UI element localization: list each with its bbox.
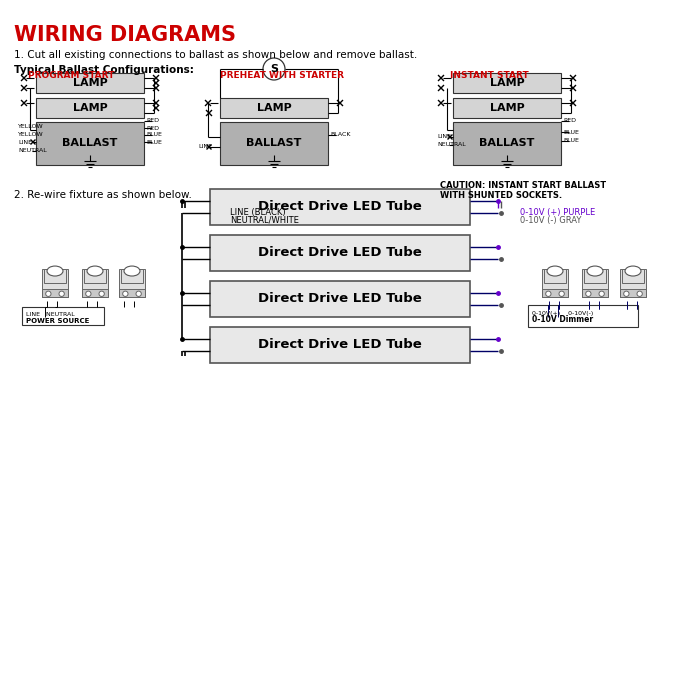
Bar [582, 269, 608, 297]
Bar [220, 122, 328, 165]
Text: LAMP: LAMP [73, 78, 107, 88]
Bar [453, 73, 561, 93]
Text: NEUTRAL: NEUTRAL [18, 148, 47, 153]
Text: BLUE: BLUE [563, 130, 579, 134]
Bar [42, 289, 69, 297]
Bar [36, 73, 144, 93]
Text: BALLAST: BALLAST [246, 138, 302, 148]
Bar [82, 269, 108, 297]
Bar [119, 269, 146, 297]
Text: LAMP: LAMP [489, 103, 524, 113]
Ellipse shape [47, 266, 63, 276]
Text: Typical Ballast Configurations:: Typical Ballast Configurations: [14, 65, 194, 75]
Bar [542, 289, 568, 297]
Ellipse shape [587, 266, 603, 276]
Text: S: S [270, 64, 278, 74]
Bar [84, 269, 106, 283]
Bar [542, 269, 568, 297]
Text: LINE (BLACK): LINE (BLACK) [230, 207, 286, 216]
Text: CAUTION: INSTANT START BALLAST: CAUTION: INSTANT START BALLAST [440, 181, 606, 190]
Text: Direct Drive LED Tube: Direct Drive LED Tube [258, 339, 422, 351]
Bar [119, 289, 146, 297]
Circle shape [559, 291, 564, 296]
Bar [453, 98, 561, 118]
Text: 1. Cut all existing connections to ballast as shown below and remove ballast.: 1. Cut all existing connections to balla… [14, 50, 417, 60]
Text: WIRING DIAGRAMS: WIRING DIAGRAMS [14, 25, 236, 45]
Bar [22, 307, 104, 325]
Text: 0-10V (+) PURPLE: 0-10V (+) PURPLE [520, 207, 595, 216]
Text: 0-10V (-) GRAY: 0-10V (-) GRAY [520, 216, 582, 225]
Text: YELLOW: YELLOW [18, 132, 43, 136]
Text: NEUTRAL: NEUTRAL [437, 143, 466, 148]
Ellipse shape [547, 266, 563, 276]
Circle shape [637, 291, 643, 296]
Circle shape [46, 291, 51, 296]
Ellipse shape [625, 266, 641, 276]
Circle shape [599, 291, 604, 296]
Text: BLUE: BLUE [146, 139, 162, 144]
Circle shape [136, 291, 141, 296]
Circle shape [99, 291, 104, 296]
Bar [210, 189, 470, 225]
Text: Direct Drive LED Tube: Direct Drive LED Tube [258, 246, 422, 260]
Circle shape [122, 291, 128, 296]
Text: INSTANT START: INSTANT START [450, 71, 528, 80]
Text: LAMP: LAMP [73, 103, 107, 113]
Bar [528, 305, 638, 327]
Text: BALLAST: BALLAST [480, 138, 535, 148]
Bar [82, 289, 108, 297]
Bar [620, 289, 646, 297]
Circle shape [586, 291, 591, 296]
Text: POWER SOURCE: POWER SOURCE [26, 318, 90, 324]
Text: LINE: LINE [198, 144, 212, 150]
Text: LAMP: LAMP [257, 103, 291, 113]
Circle shape [59, 291, 64, 296]
Text: BLUE: BLUE [146, 132, 162, 137]
Bar [42, 269, 69, 297]
Bar [620, 269, 646, 297]
Bar [120, 269, 144, 283]
Bar [582, 289, 608, 297]
Bar [584, 269, 606, 283]
Bar [622, 269, 644, 283]
Ellipse shape [87, 266, 103, 276]
Text: BALLAST: BALLAST [62, 138, 118, 148]
Text: LAMP: LAMP [489, 78, 524, 88]
Text: LINE   NEUTRAL: LINE NEUTRAL [26, 312, 75, 318]
Text: NEUTRAL/WHITE: NEUTRAL/WHITE [230, 216, 299, 225]
Text: 0-10V(+)    0-10V(-): 0-10V(+) 0-10V(-) [532, 311, 594, 316]
Bar [43, 269, 66, 283]
Text: PROGRAM START: PROGRAM START [28, 71, 114, 80]
Bar [36, 122, 144, 165]
Text: RED: RED [146, 118, 159, 123]
Text: BLACK: BLACK [330, 132, 351, 137]
Text: 2. Re-wire fixture as shown below.: 2. Re-wire fixture as shown below. [14, 190, 192, 200]
Circle shape [263, 58, 285, 80]
Bar [210, 281, 470, 317]
Bar [220, 98, 328, 118]
Ellipse shape [124, 266, 140, 276]
Circle shape [85, 291, 91, 296]
Text: BLUE: BLUE [563, 139, 579, 143]
Text: PREHEAT WITH STARTER: PREHEAT WITH STARTER [220, 71, 344, 80]
Circle shape [624, 291, 629, 296]
Text: Direct Drive LED Tube: Direct Drive LED Tube [258, 200, 422, 214]
Text: WITH SHUNTED SOCKETS.: WITH SHUNTED SOCKETS. [440, 190, 562, 199]
Text: RED: RED [563, 118, 576, 123]
Text: Direct Drive LED Tube: Direct Drive LED Tube [258, 293, 422, 305]
Bar [544, 269, 566, 283]
Bar [210, 235, 470, 271]
Text: LINE: LINE [437, 134, 451, 139]
Text: 0-10V Dimmer: 0-10V Dimmer [532, 314, 593, 323]
Text: YELLOW: YELLOW [18, 125, 43, 130]
Text: LINE: LINE [18, 139, 32, 144]
Bar [36, 98, 144, 118]
Text: RED: RED [146, 125, 159, 130]
Circle shape [546, 291, 551, 296]
Bar [210, 327, 470, 363]
Bar [453, 122, 561, 165]
